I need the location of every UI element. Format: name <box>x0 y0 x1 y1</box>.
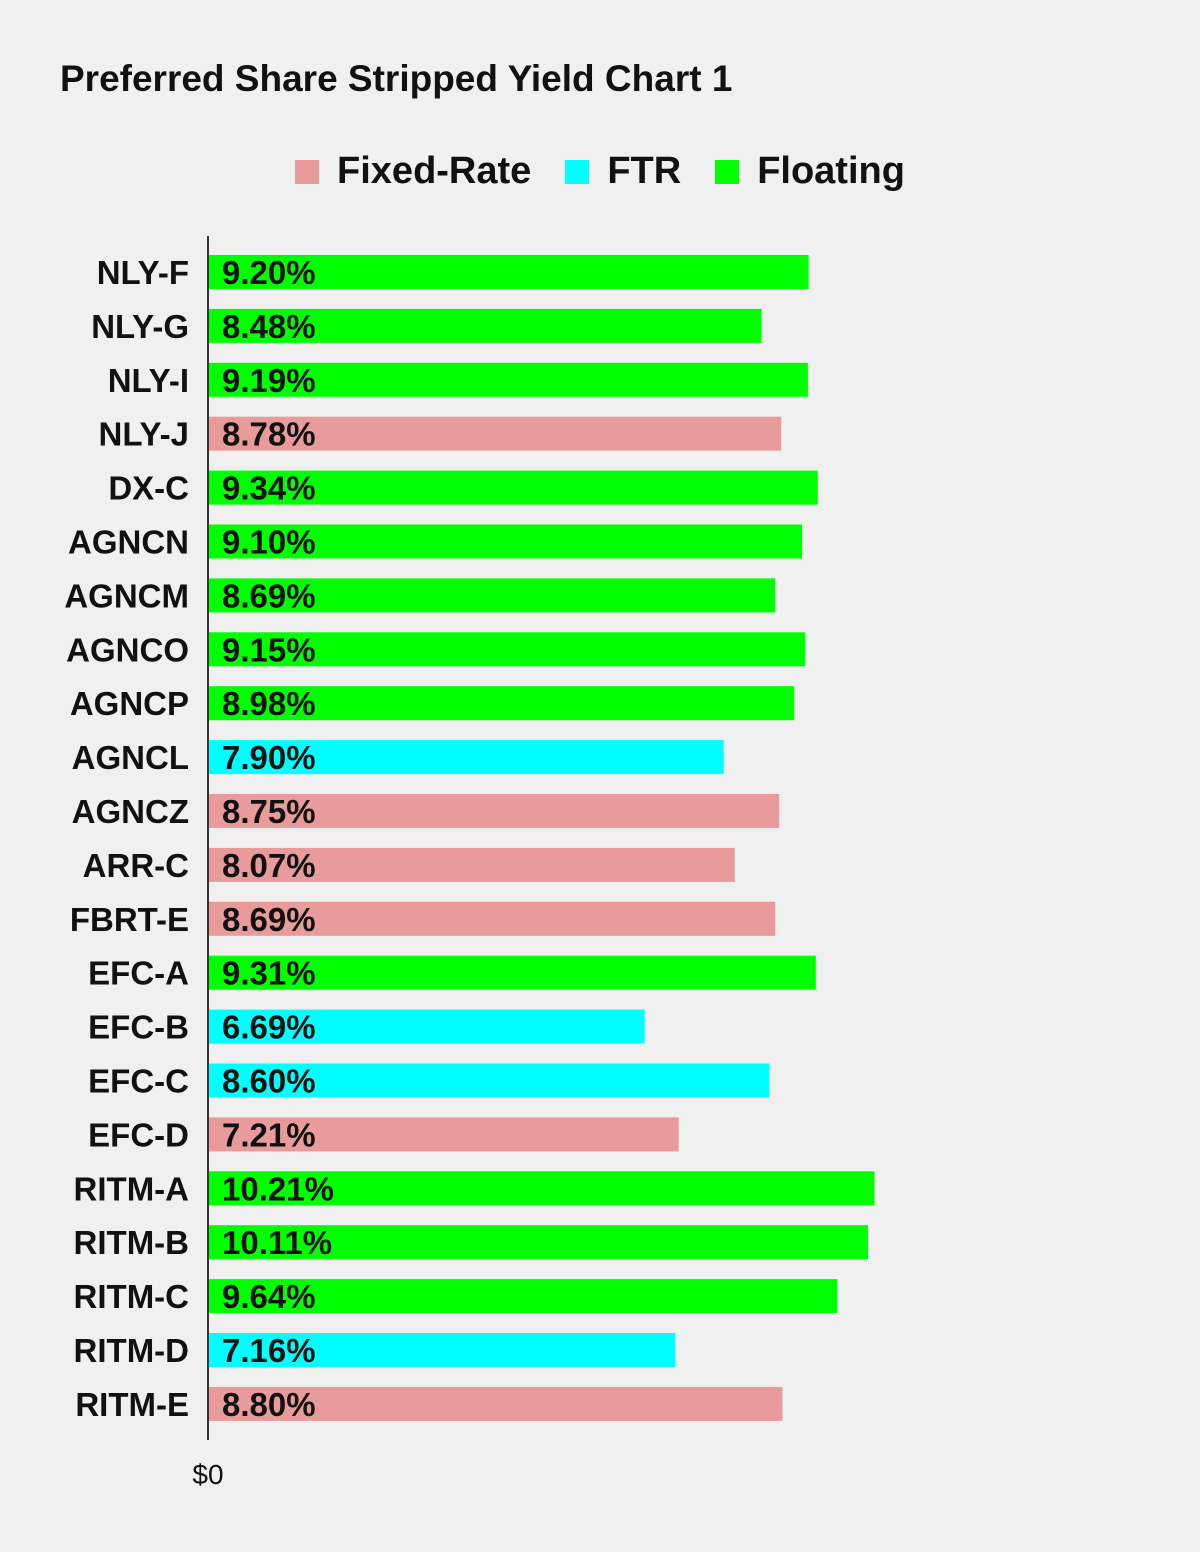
chart-title: Preferred Share Stripped Yield Chart 1 <box>60 58 733 99</box>
data-label-nly-j: 8.78% <box>222 416 316 453</box>
data-label-agncz: 8.75% <box>222 793 316 830</box>
legend-item-ftr[interactable]: FTR <box>565 150 681 193</box>
data-label-ritm-e: 8.80% <box>222 1386 316 1423</box>
bar-agncz[interactable] <box>208 794 780 828</box>
bar-agnco[interactable] <box>208 632 806 667</box>
category-label-nly-g: NLY-G <box>91 308 189 345</box>
category-label-agnco: AGNCO <box>66 631 189 668</box>
bar-agncn[interactable] <box>208 524 803 559</box>
data-label-ritm-a: 10.21% <box>222 1170 334 1207</box>
data-label-efc-b: 6.69% <box>222 1009 316 1046</box>
bar-ritm-d[interactable] <box>208 1333 676 1367</box>
data-label-nly-g: 8.48% <box>222 308 316 345</box>
bar-agncp[interactable] <box>208 686 795 721</box>
category-label-efc-a: EFC-A <box>88 955 189 992</box>
data-label-arr-c: 8.07% <box>222 847 316 884</box>
category-label-ritm-b: RITM-B <box>74 1224 189 1261</box>
legend: Fixed-Rate FTR Floating <box>0 150 1200 193</box>
bar-ritm-e[interactable] <box>208 1386 783 1421</box>
category-label-ritm-d: RITM-D <box>74 1332 189 1369</box>
category-label-ritm-e: RITM-E <box>75 1386 189 1423</box>
data-label-dx-c: 9.34% <box>222 470 316 507</box>
data-label-nly-i: 9.19% <box>222 362 316 399</box>
legend-swatch-floating <box>715 159 740 184</box>
data-label-efc-c: 8.60% <box>222 1063 316 1100</box>
legend-item-floating[interactable]: Floating <box>715 150 905 193</box>
bar-efc-d[interactable] <box>208 1117 679 1152</box>
bar-efc-a[interactable] <box>208 955 816 990</box>
category-label-agncl: AGNCL <box>72 739 189 776</box>
legend-label-ftr: FTR <box>607 150 682 192</box>
category-label-agncz: AGNCZ <box>72 793 189 830</box>
bar-ritm-b[interactable] <box>208 1225 868 1260</box>
legend-label-floating: Floating <box>757 150 905 192</box>
data-label-efc-d: 7.21% <box>222 1116 316 1153</box>
bar-arr-c[interactable] <box>208 847 735 882</box>
category-label-agncm: AGNCM <box>64 577 189 614</box>
bar-agncl[interactable] <box>208 740 724 775</box>
bar-nly-j[interactable] <box>208 416 782 451</box>
bar-dx-c[interactable] <box>208 470 818 505</box>
legend-swatch-fixed-rate <box>295 159 320 184</box>
data-label-nly-f: 9.20% <box>222 254 316 291</box>
category-label-efc-d: EFC-D <box>88 1116 189 1153</box>
data-label-ritm-d: 7.16% <box>222 1332 316 1369</box>
category-label-efc-b: EFC-B <box>88 1009 189 1046</box>
category-label-dx-c: DX-C <box>108 470 189 507</box>
bar-nly-i[interactable] <box>208 362 808 397</box>
category-label-nly-i: NLY-I <box>108 362 189 399</box>
data-label-ritm-b: 10.11% <box>222 1224 332 1261</box>
data-label-agncm: 8.69% <box>222 577 316 614</box>
x-tick-label: $0 <box>192 1459 223 1490</box>
category-label-nly-j: NLY-J <box>99 416 190 453</box>
category-label-ritm-c: RITM-C <box>74 1278 189 1315</box>
legend-label-fixed-rate: Fixed-Rate <box>337 150 532 192</box>
category-label-fbrt-e: FBRT-E <box>70 901 189 938</box>
bar-efc-c[interactable] <box>208 1063 770 1098</box>
category-label-arr-c: ARR-C <box>83 847 189 884</box>
data-label-agncp: 8.98% <box>222 685 316 722</box>
category-label-agncp: AGNCP <box>70 685 189 722</box>
category-label-agncn: AGNCN <box>68 524 189 561</box>
category-label-nly-f: NLY-F <box>97 254 189 291</box>
bar-nly-f[interactable] <box>208 255 809 289</box>
legend-swatch-ftr <box>565 159 590 184</box>
bar-nly-g[interactable] <box>208 308 762 343</box>
data-label-agnco: 9.15% <box>222 631 316 668</box>
data-label-agncl: 7.90% <box>222 739 316 776</box>
data-label-agncn: 9.10% <box>222 524 316 561</box>
bar-fbrt-e[interactable] <box>208 901 776 936</box>
data-label-ritm-c: 9.64% <box>222 1278 316 1315</box>
bar-ritm-a[interactable] <box>208 1171 875 1206</box>
category-label-ritm-a: RITM-A <box>74 1170 189 1207</box>
bar-ritm-c[interactable] <box>208 1279 838 1314</box>
data-label-fbrt-e: 8.69% <box>222 901 316 938</box>
data-label-efc-a: 9.31% <box>222 955 316 992</box>
bar-efc-b[interactable] <box>208 1009 645 1044</box>
category-label-efc-c: EFC-C <box>88 1063 189 1100</box>
legend-item-fixed-rate[interactable]: Fixed-Rate <box>295 150 531 193</box>
bar-agncm[interactable] <box>208 578 776 613</box>
